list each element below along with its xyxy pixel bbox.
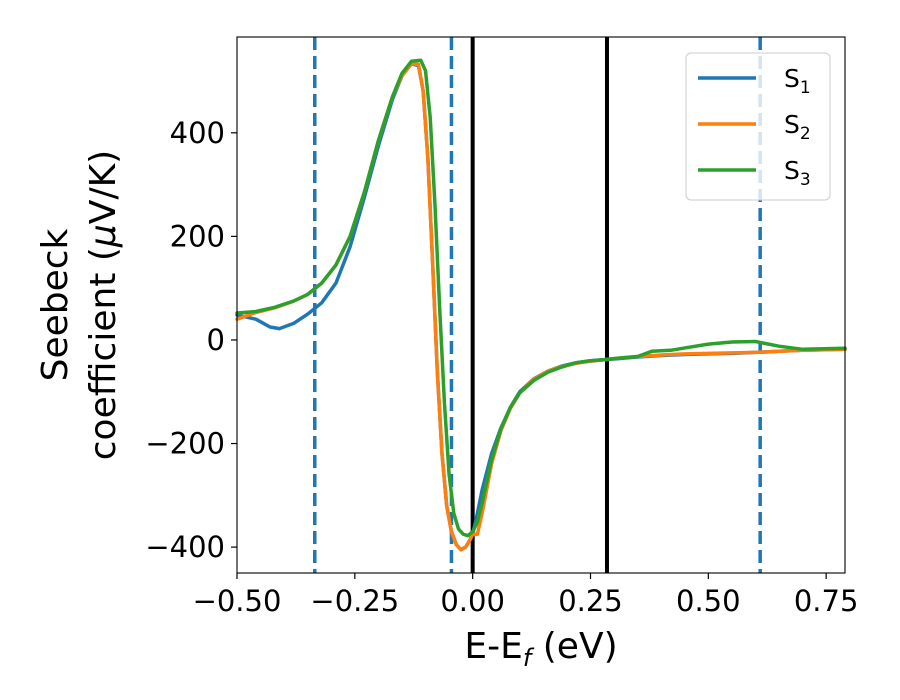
y-tick-label: −400 bbox=[145, 530, 225, 564]
x-tick-label: 0.75 bbox=[794, 584, 859, 618]
y-axis-label-line1: Seebeck bbox=[35, 228, 76, 381]
y-ticks: −400 −200 0 200 400 bbox=[145, 116, 237, 564]
legend: S1 S2 S3 bbox=[685, 52, 831, 201]
legend-label: S1 bbox=[784, 64, 811, 98]
series-lines bbox=[235, 58, 847, 552]
x-axis-label: E-Ef (eV) bbox=[464, 626, 617, 672]
legend-box bbox=[685, 52, 831, 201]
y-tick-label: 0 bbox=[207, 323, 225, 357]
y-tick-label: 400 bbox=[170, 116, 225, 150]
y-axis-label: Seebeck coefficient (μV/K) bbox=[35, 150, 124, 460]
y-tick-label: 200 bbox=[170, 219, 225, 253]
plot-frame bbox=[236, 36, 846, 574]
x-tick-label: 0.00 bbox=[440, 584, 505, 618]
x-tick-label: 0.25 bbox=[558, 584, 623, 618]
legend-label: S2 bbox=[784, 110, 811, 144]
series-line-s3 bbox=[235, 58, 847, 538]
x-tick-label: 0.50 bbox=[676, 584, 741, 618]
y-tick-label: −200 bbox=[145, 427, 225, 461]
x-ticks: −0.50 −0.25 0.00 0.25 0.50 0.75 bbox=[193, 573, 859, 618]
legend-label: S3 bbox=[784, 156, 811, 190]
x-tick-label: −0.50 bbox=[193, 584, 282, 618]
x-tick-label: −0.25 bbox=[310, 584, 399, 618]
y-axis-label-line2: coefficient (μV/K) bbox=[83, 150, 124, 460]
